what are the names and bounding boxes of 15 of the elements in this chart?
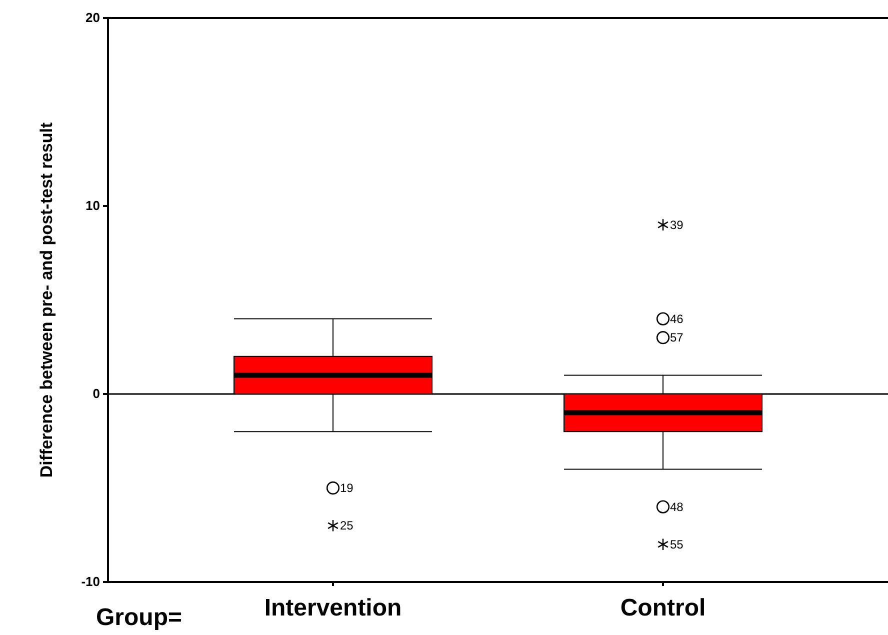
annotation: 55 (670, 537, 684, 552)
y-tick-label: 10 (86, 198, 100, 214)
annotation: 25 (340, 518, 354, 533)
x-tick-label: Control (620, 594, 706, 622)
y-tick-label: 0 (92, 386, 100, 402)
y-tick-label: 20 (86, 10, 100, 26)
annotation: 57 (670, 330, 684, 345)
x-tick-label: Intervention (264, 594, 402, 622)
y-tick-label: -10 (81, 574, 100, 590)
annotation: 19 (340, 481, 354, 495)
x-axis-title: Group= (96, 604, 182, 631)
annotation: 46 (670, 312, 684, 326)
annotation: 48 (670, 500, 684, 514)
annotation: 39 (670, 218, 684, 232)
y-axis-title: Difference between pre- and post-test result (37, 122, 56, 478)
